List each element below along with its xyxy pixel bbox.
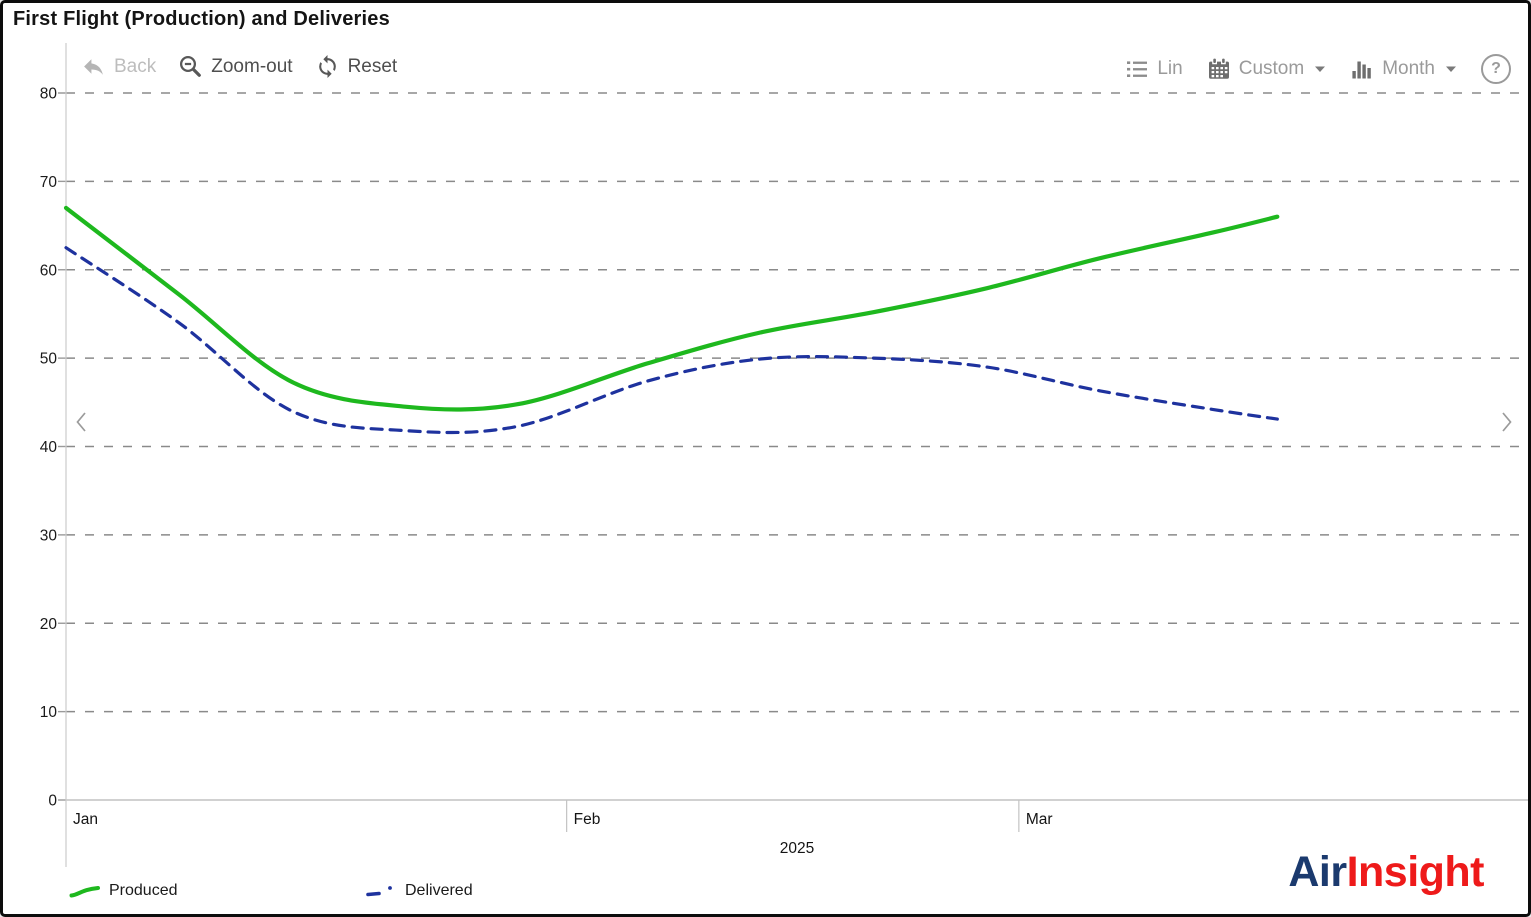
legend-item-produced[interactable]: Produced bbox=[69, 882, 178, 900]
chevron-right-icon bbox=[1502, 412, 1512, 432]
y-axis-tick-label: 20 bbox=[40, 616, 58, 633]
calendar-icon bbox=[1207, 57, 1231, 81]
magnifier-minus-icon bbox=[178, 54, 203, 79]
y-axis-tick-label: 70 bbox=[40, 174, 58, 191]
legend-item-delivered[interactable]: Delivered bbox=[365, 882, 473, 900]
custom-range-dropdown[interactable]: Custom bbox=[1207, 57, 1326, 81]
y-axis-tick-label: 30 bbox=[40, 527, 58, 544]
y-axis-tick-label: 60 bbox=[40, 262, 58, 279]
y-axis-tick-label: 10 bbox=[40, 704, 58, 721]
zoom-out-button-label: Zoom-out bbox=[211, 55, 293, 77]
y-axis-tick-label: 80 bbox=[40, 86, 58, 103]
page-title: First Flight (Production) and Deliveries bbox=[13, 8, 390, 30]
reset-button[interactable]: Reset bbox=[315, 54, 398, 79]
chevron-down-icon bbox=[1314, 65, 1326, 73]
toolbar-left: Back Zoom-out Reset bbox=[81, 54, 397, 79]
y-axis-tick-label: 0 bbox=[48, 793, 57, 810]
list-icon bbox=[1125, 57, 1149, 81]
x-axis-tick-label: Mar bbox=[1026, 811, 1053, 828]
y-axis-tick-label: 50 bbox=[40, 351, 58, 368]
reset-button-label: Reset bbox=[347, 55, 398, 77]
legend-label-delivered: Delivered bbox=[405, 882, 473, 899]
period-month-dropdown[interactable]: Month bbox=[1350, 57, 1457, 81]
series-line-produced bbox=[63, 205, 1280, 412]
x-axis-year-label: 2025 bbox=[780, 840, 814, 857]
y-axis-tick-label: 40 bbox=[40, 439, 58, 456]
produced-line-swatch bbox=[69, 886, 100, 898]
back-button-label: Back bbox=[114, 55, 157, 77]
airinsight-logo: AirInsight bbox=[1288, 851, 1484, 894]
plot-area[interactable]: 0 10 20 30 40 50 60 70 80 Jan Feb Mar 2025 bbox=[3, 3, 1531, 917]
lin-scale-label: Lin bbox=[1157, 58, 1183, 79]
x-axis-tick-label: Jan bbox=[73, 811, 98, 828]
custom-range-label: Custom bbox=[1238, 58, 1305, 79]
lin-scale-button[interactable]: Lin bbox=[1125, 57, 1183, 81]
undo-arrow-icon bbox=[81, 54, 106, 79]
delivered-line-swatch bbox=[366, 886, 392, 897]
zoom-out-button[interactable]: Zoom-out bbox=[178, 54, 293, 79]
circular-arrows-icon bbox=[315, 54, 340, 79]
series-line-delivered bbox=[64, 246, 1279, 435]
period-month-label: Month bbox=[1382, 58, 1435, 79]
scroll-left-button[interactable] bbox=[73, 408, 89, 436]
question-mark-icon: ? bbox=[1491, 60, 1501, 77]
help-button[interactable]: ? bbox=[1481, 54, 1511, 84]
x-axis-tick-label: Feb bbox=[574, 811, 601, 828]
back-button[interactable]: Back bbox=[81, 54, 156, 79]
scroll-right-button[interactable] bbox=[1499, 408, 1515, 436]
toolbar-right: Lin Custom bbox=[1125, 54, 1511, 84]
column-chart-icon bbox=[1350, 57, 1374, 81]
logo-part-air: Air bbox=[1288, 848, 1347, 896]
chevron-down-icon bbox=[1445, 65, 1457, 73]
chevron-left-icon bbox=[76, 412, 86, 432]
legend-label-produced: Produced bbox=[109, 882, 178, 899]
logo-part-insight: Insight bbox=[1346, 848, 1485, 896]
